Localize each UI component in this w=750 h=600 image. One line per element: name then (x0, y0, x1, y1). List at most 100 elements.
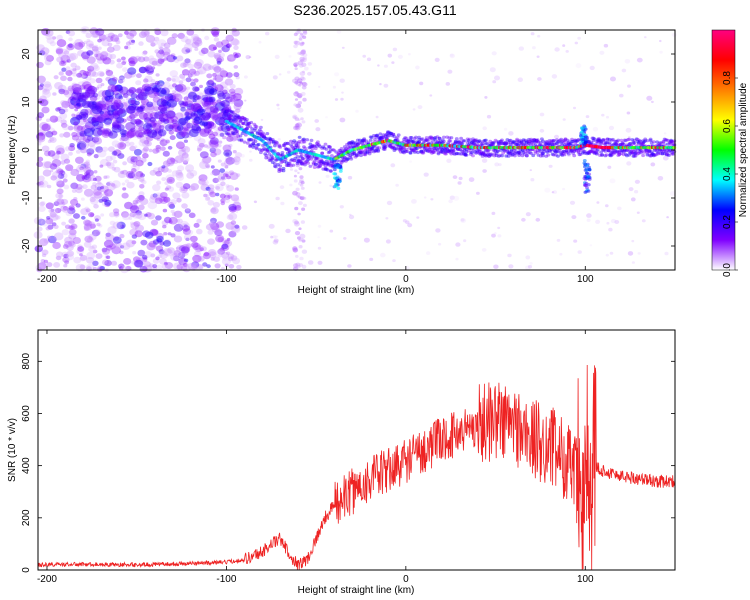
heatmap-cell (159, 125, 165, 130)
heatmap-cell (484, 138, 488, 142)
heatmap-cell (148, 263, 154, 268)
heatmap-cell (171, 75, 180, 83)
heatmap-cell (123, 258, 132, 265)
heatmap-cell (340, 97, 344, 101)
heatmap-cell (208, 251, 217, 259)
heatmap-cell (77, 164, 83, 169)
heatmap-cell (168, 130, 174, 135)
heatmap-cell (235, 158, 242, 164)
heatmap-cell (416, 216, 420, 219)
heatmap-cell (149, 83, 154, 87)
heatmap-cell (55, 47, 64, 54)
heatmap-cell (302, 203, 307, 207)
heatmap-cell (51, 153, 60, 160)
heatmap-cell (396, 133, 401, 137)
heatmap-cell (327, 145, 332, 149)
heatmap-cell (385, 239, 391, 244)
heatmap-cell (111, 120, 122, 129)
heatmap-cell (143, 146, 149, 152)
heatmap-cell (184, 58, 191, 64)
heatmap-cell (95, 116, 103, 123)
heatmap-cell (71, 113, 76, 117)
heatmap-cell (149, 228, 159, 236)
heatmap-cell (148, 148, 153, 153)
heatmap-cell (129, 111, 138, 119)
heatmap-cell (233, 156, 241, 163)
heatmap-cell (48, 209, 53, 213)
heatmap-cell (95, 77, 103, 84)
heatmap-cell (91, 244, 98, 249)
heatmap-cell (79, 256, 86, 262)
heatmap-cell (134, 112, 140, 117)
heatmap-cell (176, 198, 182, 203)
heatmap-cell (120, 245, 125, 249)
heatmap-cell (85, 159, 91, 164)
heatmap-cell (94, 182, 104, 191)
heatmap-cell (209, 88, 218, 96)
heatmap-cell (233, 99, 244, 107)
heatmap-cell (297, 135, 302, 139)
heatmap-cell (86, 50, 94, 56)
heatmap-cell (198, 178, 206, 185)
heatmap-cell (317, 260, 323, 265)
heatmap-cell (177, 172, 183, 177)
heatmap-cell (641, 153, 645, 158)
heatmap-cell (485, 141, 489, 145)
heatmap-cell (175, 181, 184, 189)
heatmap-cell (161, 111, 168, 116)
heatmap-cell (318, 85, 321, 88)
heatmap-cell (47, 235, 57, 244)
heatmap-cell (586, 183, 591, 187)
heatmap-cell (66, 53, 77, 62)
heatmap-cell (152, 148, 160, 154)
heatmap-cell (162, 208, 168, 213)
heatmap-cell (161, 107, 166, 112)
heatmap-cell (464, 153, 469, 157)
heatmap-cell (455, 242, 461, 247)
heatmap-cell (39, 95, 47, 102)
heatmap-cell (230, 30, 237, 36)
heatmap-cell (297, 265, 301, 268)
heatmap-cell (300, 184, 304, 187)
heatmap-cell (220, 99, 230, 108)
heatmap-cell (53, 118, 58, 123)
heatmap-cell (596, 201, 600, 204)
heatmap-cell (218, 140, 223, 144)
heatmap-cell (126, 131, 135, 139)
heatmap-cell (131, 39, 135, 43)
heatmap-cell (107, 146, 115, 153)
heatmap-cell (207, 238, 215, 245)
heatmap-cell (258, 40, 262, 44)
heatmap-cell (106, 35, 114, 43)
heatmap-cell (143, 130, 149, 135)
heatmap-cell (76, 72, 82, 78)
heatmap-cell (222, 144, 232, 152)
heatmap-cell (225, 184, 230, 188)
heatmap-cell (39, 83, 45, 87)
heatmap-cell (92, 177, 97, 182)
heatmap-cell (39, 99, 49, 107)
heatmap-cell (339, 205, 344, 209)
heatmap-cell (90, 62, 99, 70)
heatmap-cell (65, 210, 73, 217)
heatmap-cell (585, 164, 590, 168)
heatmap-cell (129, 113, 136, 120)
heatmap-cell (172, 159, 179, 164)
heatmap-cell (235, 173, 241, 177)
heatmap-cell (193, 134, 202, 142)
heatmap-cell (194, 47, 199, 51)
heatmap-cell (143, 78, 149, 83)
heatmap-cell (651, 140, 656, 144)
heatmap-cell (61, 198, 69, 205)
heatmap-cell (338, 169, 343, 173)
heatmap-cell (62, 178, 68, 183)
heatmap-cell (426, 251, 431, 256)
heatmap-cell (448, 139, 453, 143)
heatmap-cell (54, 82, 63, 90)
heatmap-cell (205, 113, 212, 119)
heatmap-cell (221, 251, 229, 259)
heatmap-cell (131, 168, 137, 173)
heatmap-cell (153, 245, 158, 249)
heatmap-cell (53, 262, 61, 268)
heatmap-cell (81, 100, 91, 109)
